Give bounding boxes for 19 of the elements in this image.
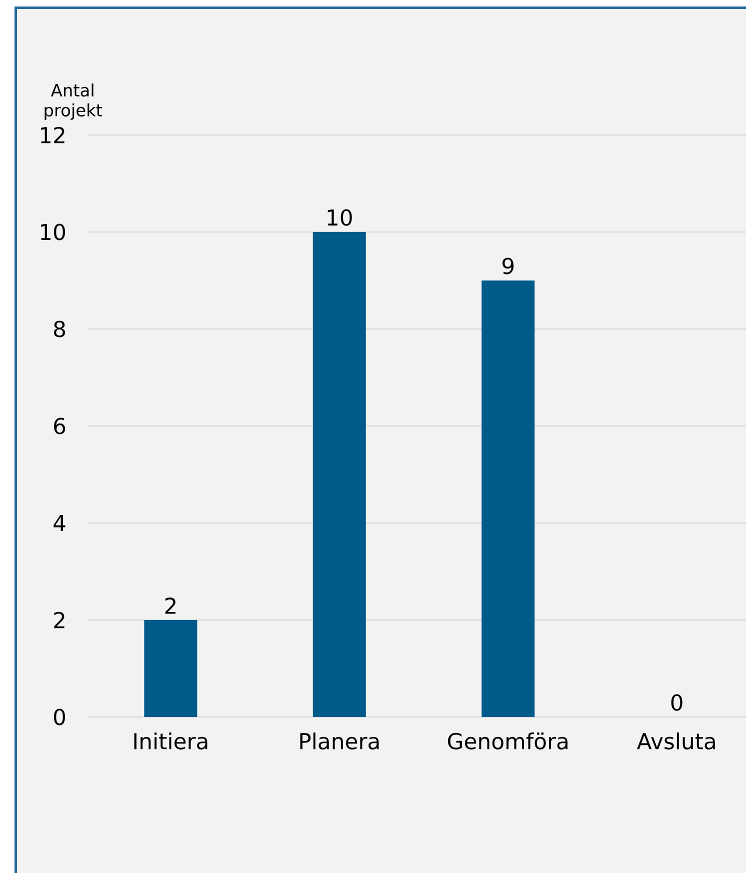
bar <box>313 232 366 717</box>
y-tick-label: 6 <box>54 418 66 434</box>
data-label: 9 <box>502 258 514 274</box>
data-label: 10 <box>328 209 352 226</box>
bar <box>482 280 535 717</box>
x-tick-label: Initiera <box>134 732 208 750</box>
y-tick-label: 8 <box>54 320 66 338</box>
y-tick-label: 4 <box>54 515 66 531</box>
y-tick-label: 2 <box>54 612 64 628</box>
y-tick-label: 12 <box>41 126 64 144</box>
bar <box>144 620 198 717</box>
data-label: 2 <box>166 598 176 614</box>
y-tick-label: 10 <box>41 224 66 240</box>
data-label: 0 <box>671 694 683 711</box>
x-tick-label: Planera <box>300 732 379 750</box>
x-tick-label: Avsluta <box>637 732 716 750</box>
x-tick-label: Genomföra <box>448 732 568 750</box>
y-axis-title: Antal projekt <box>44 84 102 120</box>
y-tick-label: 0 <box>54 708 66 726</box>
